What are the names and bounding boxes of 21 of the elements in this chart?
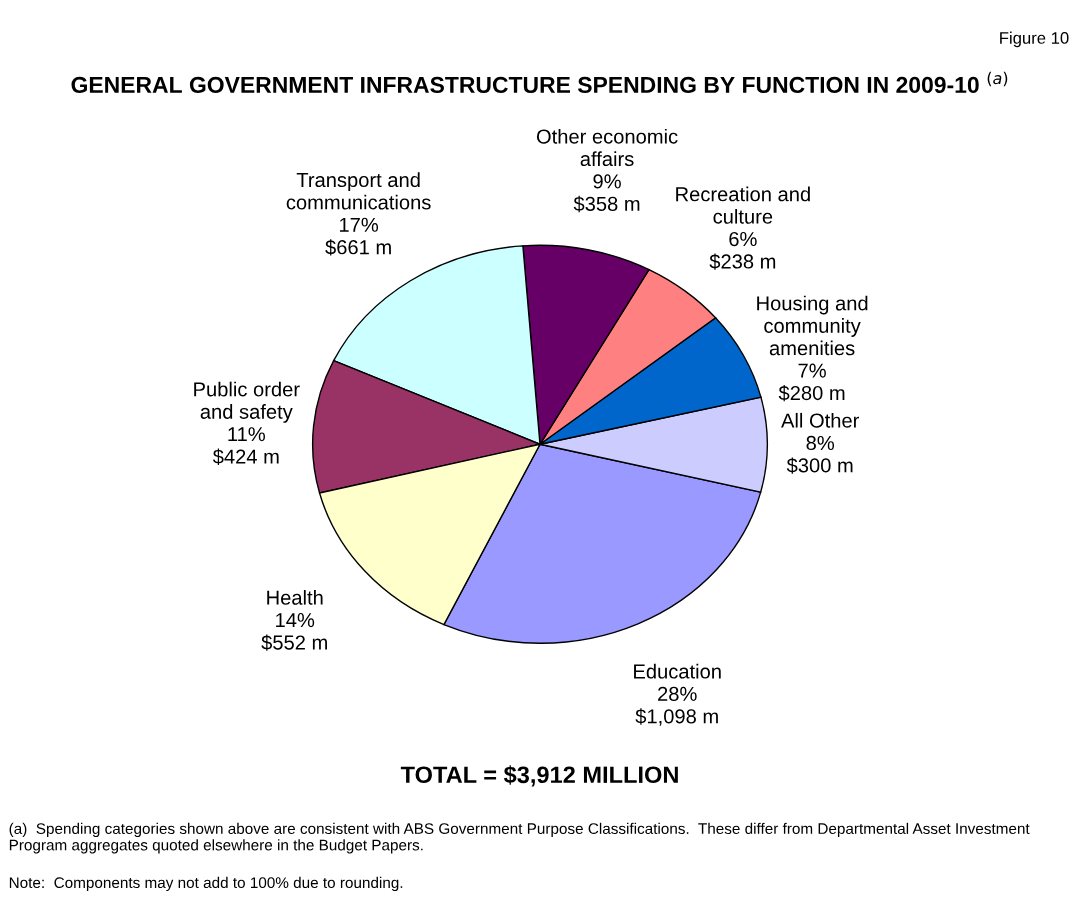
slice-label: Education [634, 663, 721, 679]
chart-title: GENERAL GOVERNMENT INFRASTRUCTURE SPENDING BY FUNCTION IN 2009-10 $^{(a)}$ [71, 71, 1008, 94]
data-label: 14% $552 m [261, 613, 327, 651]
slice-label: Other economic affairs [536, 128, 678, 167]
slice-label: Transport and communications [286, 172, 431, 210]
text: Note: Components may not add to 100% due to rounding. [9, 876, 403, 892]
data-label: 6% $238 m [709, 231, 776, 270]
slice-label: Public order and safety [194, 381, 300, 423]
text: TOTAL = $3,912 MILLION [400, 765, 678, 787]
slice-label: Housing and community amenities [757, 295, 868, 356]
slice-label: Health [267, 590, 323, 605]
caption: Figure 10 [1000, 31, 1069, 48]
data-label: 11% $424 m [212, 427, 279, 465]
slice-label: All Other [781, 412, 860, 428]
text: (a) Spending categories shown above are consistent with ABS Government Purpose Classifications. These differ from Departmental Asset Investment Program aggregates quoted elsewhere in the Budget Papers. [9, 822, 1030, 854]
data-label: 7% $280 m [778, 363, 845, 402]
slice-label: Recreation and culture [676, 186, 810, 224]
data-label: 17% $661 m [325, 217, 391, 256]
data-label: 28% $1,098 m [635, 686, 718, 726]
data-label: 9% $358 m [573, 174, 640, 213]
data-label: 8% $300 m [786, 435, 853, 474]
